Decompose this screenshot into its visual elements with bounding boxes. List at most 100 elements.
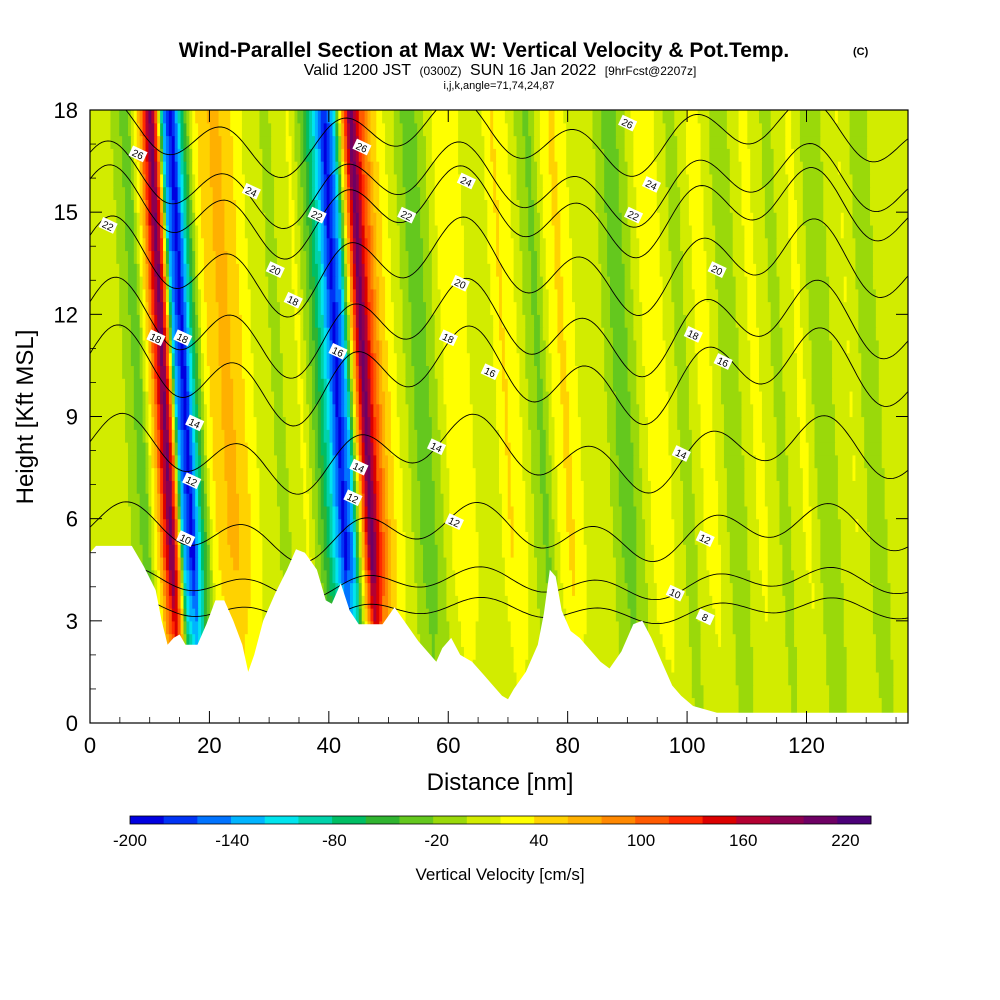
velocity-cell bbox=[186, 633, 190, 647]
velocity-cell bbox=[499, 276, 503, 290]
velocity-cell bbox=[472, 429, 500, 443]
velocity-cell bbox=[443, 493, 450, 507]
velocity-cell bbox=[139, 531, 150, 545]
velocity-cell bbox=[154, 556, 158, 571]
velocity-cell bbox=[367, 556, 372, 571]
velocity-cell bbox=[326, 276, 331, 290]
velocity-cell bbox=[221, 186, 234, 200]
velocity-cell bbox=[612, 339, 629, 354]
velocity-cell bbox=[186, 365, 190, 379]
velocity-cell bbox=[636, 339, 643, 354]
velocity-cell bbox=[887, 556, 908, 571]
velocity-cell bbox=[341, 301, 345, 315]
velocity-cell bbox=[347, 480, 351, 494]
velocity-cell bbox=[729, 199, 743, 213]
contour-label: 8 bbox=[695, 608, 715, 626]
velocity-cell bbox=[180, 186, 185, 200]
velocity-cell bbox=[715, 454, 725, 469]
velocity-cell bbox=[341, 556, 345, 571]
velocity-cell bbox=[358, 263, 363, 277]
velocity-cell bbox=[168, 224, 173, 239]
velocity-cell bbox=[607, 403, 617, 418]
velocity-cell bbox=[361, 352, 366, 367]
velocity-cell bbox=[674, 633, 690, 647]
velocity-cell bbox=[376, 110, 383, 124]
velocity-cell bbox=[569, 531, 576, 545]
velocity-cell bbox=[133, 212, 138, 226]
velocity-cell bbox=[627, 582, 637, 596]
velocity-cell bbox=[370, 263, 374, 277]
velocity-cell bbox=[878, 378, 908, 392]
velocity-cell bbox=[358, 378, 363, 392]
velocity-cell bbox=[160, 122, 164, 137]
velocity-cell bbox=[151, 352, 155, 367]
velocity-cell bbox=[586, 582, 617, 596]
velocity-cell bbox=[139, 161, 144, 175]
velocity-cell bbox=[823, 173, 854, 188]
theta-contour bbox=[90, 565, 908, 601]
velocity-cell bbox=[534, 505, 544, 520]
velocity-cell bbox=[364, 186, 369, 200]
velocity-cell bbox=[425, 314, 436, 328]
velocity-cell bbox=[309, 339, 316, 354]
velocity-cell bbox=[718, 518, 728, 533]
velocity-cell bbox=[572, 250, 599, 264]
velocity-cell bbox=[177, 250, 182, 264]
velocity-cell bbox=[227, 480, 237, 494]
velocity-cell bbox=[811, 365, 833, 379]
velocity-cell bbox=[323, 416, 328, 430]
velocity-cell bbox=[110, 110, 120, 124]
velocity-cell bbox=[326, 467, 331, 481]
velocity-cell bbox=[563, 429, 570, 443]
velocity-cell bbox=[870, 212, 908, 226]
velocity-cell bbox=[674, 659, 693, 673]
contour-label-text: 20 bbox=[267, 264, 282, 279]
velocity-cell bbox=[136, 480, 147, 494]
velocity-cell bbox=[691, 671, 702, 686]
velocity-cell bbox=[671, 467, 681, 481]
velocity-cell bbox=[382, 569, 386, 584]
velocity-cell bbox=[364, 442, 369, 456]
velocity-cell bbox=[539, 212, 544, 226]
velocity-cell bbox=[335, 161, 339, 175]
velocity-cell bbox=[510, 518, 515, 533]
velocity-cell bbox=[642, 301, 664, 315]
velocity-cell bbox=[186, 595, 190, 609]
velocity-cell bbox=[525, 314, 535, 328]
velocity-cell bbox=[516, 314, 526, 328]
velocity-cell bbox=[358, 608, 363, 622]
velocity-cell bbox=[142, 224, 147, 239]
velocity-cell bbox=[338, 493, 342, 507]
velocity-cell bbox=[335, 442, 339, 456]
velocity-cell bbox=[195, 110, 208, 124]
velocity-cell bbox=[168, 352, 173, 367]
velocity-cell bbox=[796, 212, 804, 226]
velocity-cell bbox=[382, 493, 386, 507]
velocity-cell bbox=[317, 327, 322, 341]
velocity-cell bbox=[163, 288, 167, 303]
velocity-cell bbox=[548, 288, 559, 303]
velocity-cell bbox=[715, 620, 722, 635]
velocity-cell bbox=[227, 608, 249, 622]
velocity-cell bbox=[332, 122, 336, 137]
velocity-cell bbox=[198, 135, 211, 149]
velocity-cell bbox=[878, 339, 908, 354]
velocity-cell bbox=[367, 454, 372, 469]
velocity-cell bbox=[764, 442, 778, 456]
velocity-cell bbox=[189, 582, 193, 596]
velocity-cell bbox=[367, 122, 372, 137]
velocity-cell bbox=[823, 595, 845, 609]
velocity-cell bbox=[160, 263, 164, 277]
velocity-cell bbox=[741, 442, 754, 456]
velocity-cell bbox=[799, 263, 807, 277]
velocity-cell bbox=[352, 403, 357, 418]
velocity-cell bbox=[139, 276, 144, 290]
velocity-cell bbox=[212, 224, 225, 239]
velocity-cell bbox=[726, 480, 745, 494]
velocity-cell bbox=[203, 493, 208, 507]
velocity-cell bbox=[212, 556, 220, 571]
velocity-cell bbox=[148, 301, 152, 315]
velocity-cell bbox=[165, 595, 170, 609]
velocity-cell bbox=[262, 544, 281, 558]
contour-label-bg bbox=[641, 176, 662, 193]
